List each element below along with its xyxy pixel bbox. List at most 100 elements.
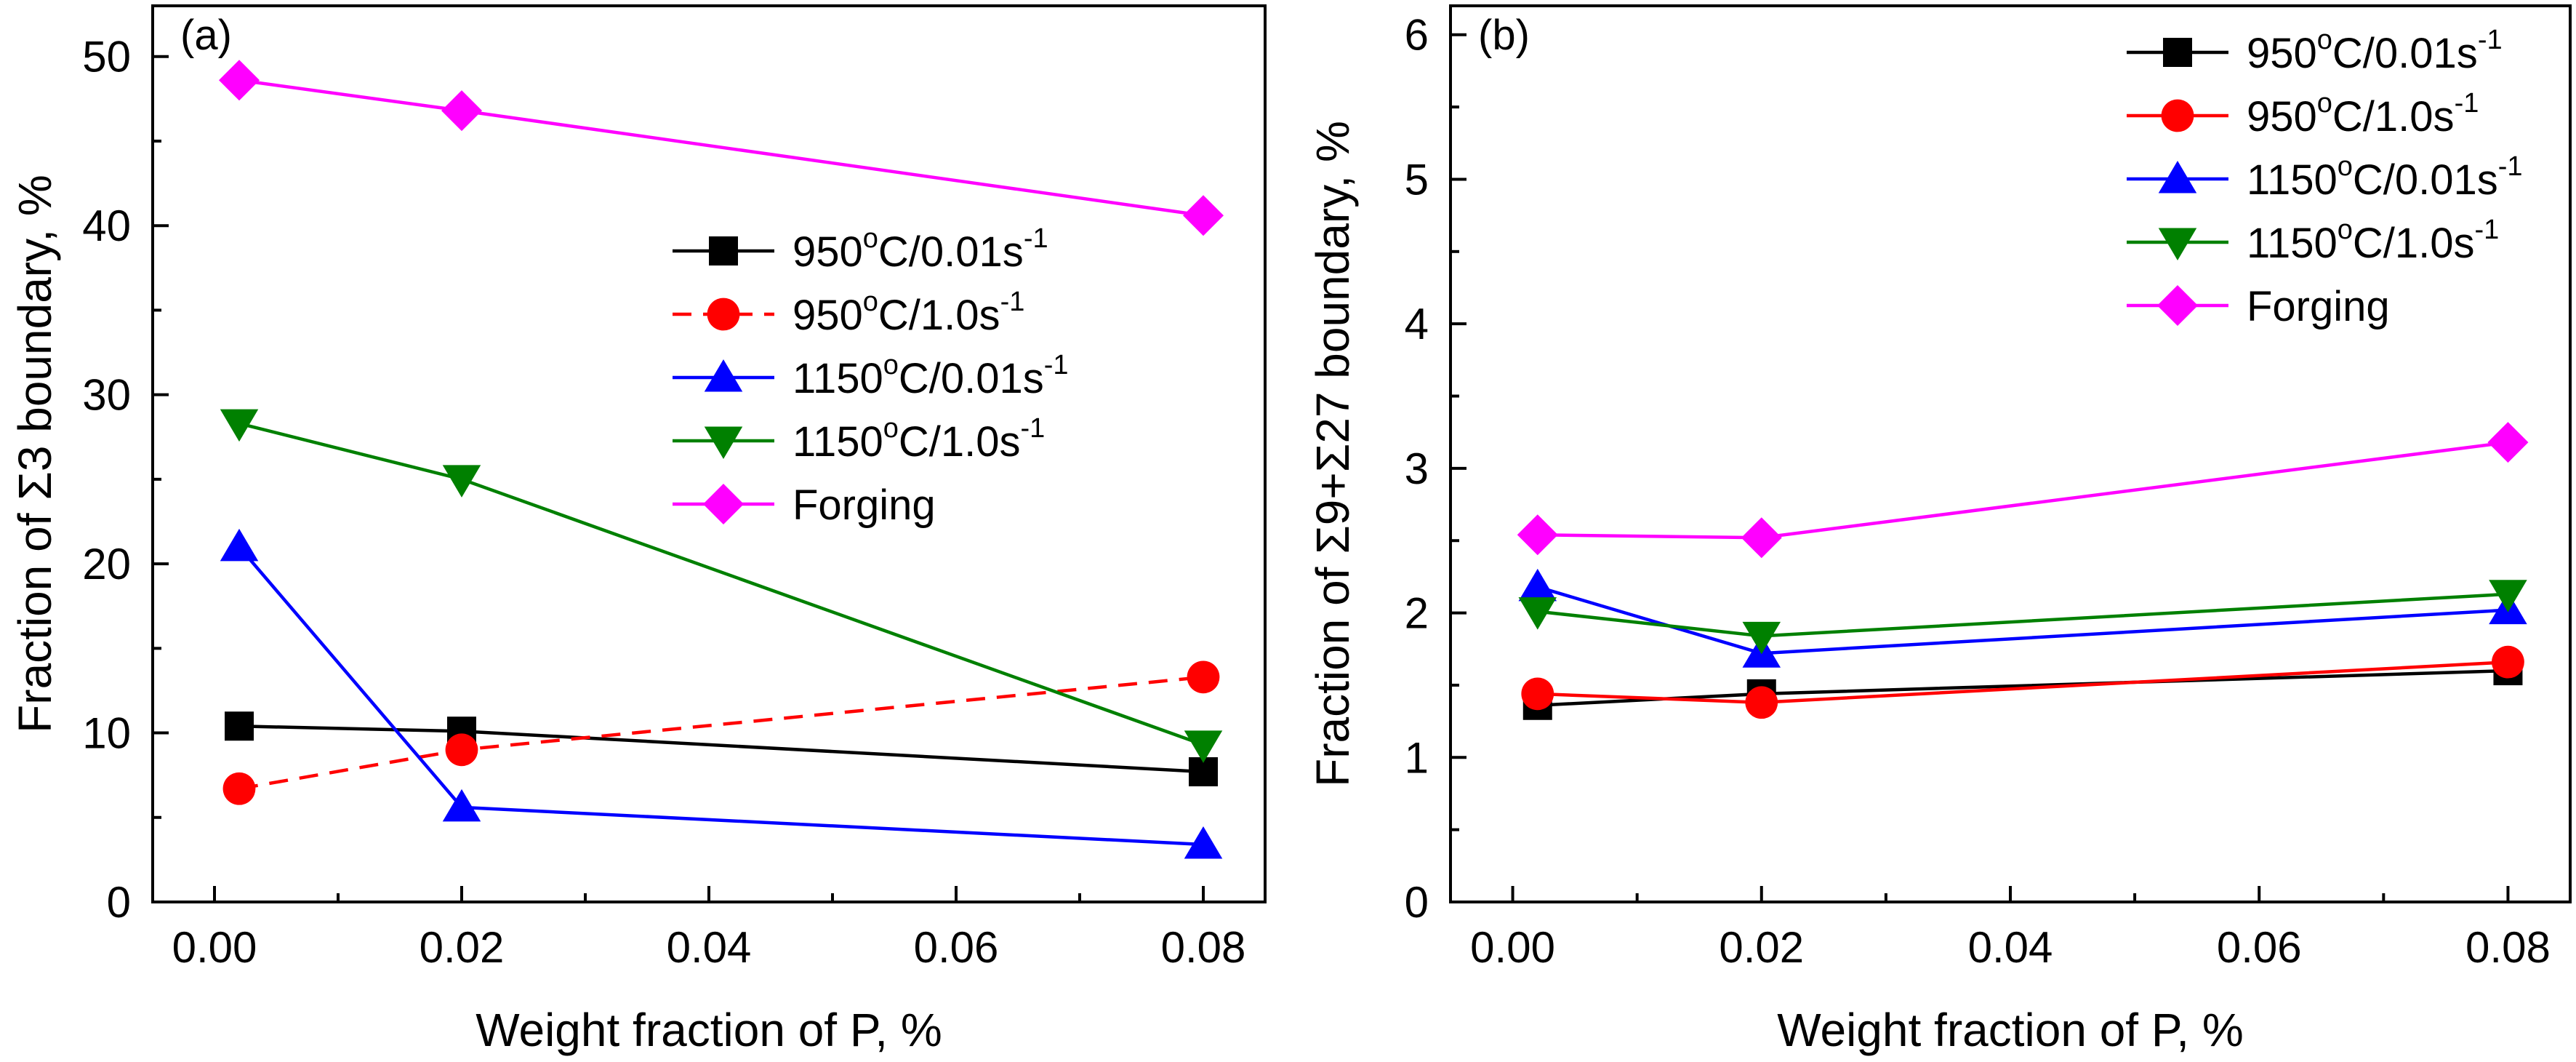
data-point-4-1 [441, 90, 482, 132]
legend-label-exponent: -1 [1021, 413, 1046, 444]
y-axis-label: Fraction of Σ9+Σ27 boundary, % [1307, 121, 1359, 787]
x-tick-label: 0.00 [172, 923, 257, 972]
data-point-2-0 [1518, 568, 1557, 602]
degree-sign: o [883, 350, 899, 380]
y-tick-label: 10 [82, 709, 131, 758]
legend-label-4: Forging [793, 482, 936, 529]
data-point-3-2 [2489, 580, 2527, 612]
legend-marker-1 [707, 298, 740, 331]
x-tick-label: 0.00 [1470, 923, 1555, 972]
degree-sign: o [2338, 215, 2353, 245]
legend-label-value: 1150 [2247, 220, 2338, 267]
degree-sign: o [2338, 151, 2353, 182]
x-tick-label: 0.06 [914, 923, 999, 972]
x-tick-label: 0.08 [2465, 923, 2551, 972]
legend-label-2: 1150oC/0.01s-1 [793, 350, 1069, 402]
y-tick-label: 1 [1405, 733, 1429, 782]
panel-label: (b) [1478, 12, 1530, 59]
x-axis-label: Weight fraction of P, % [1777, 1004, 2244, 1056]
y-axis-label: Fraction of Σ3 boundary, % [9, 175, 61, 733]
legend-marker-0 [709, 236, 738, 266]
legend-label-2: 1150oC/0.01s-1 [2247, 151, 2523, 204]
data-point-0-0 [225, 711, 254, 741]
data-point-2-0 [220, 528, 259, 562]
legend-label-unit: C/1.0s [2353, 220, 2475, 267]
panel-label: (a) [180, 12, 232, 59]
legend-label-value: 950 [2247, 30, 2317, 77]
legend-label-0: 950oC/0.01s-1 [793, 223, 1048, 276]
y-tick-label: 0 [1405, 878, 1429, 927]
x-tick-label: 0.08 [1161, 923, 1246, 972]
legend-label-value: 1150 [793, 355, 883, 402]
x-axis-label: Weight fraction of P, % [476, 1004, 942, 1056]
data-point-2-2 [1184, 826, 1223, 859]
legend-label-3: 1150oC/1.0s-1 [793, 413, 1045, 466]
data-point-3-1 [1742, 621, 1781, 655]
x-tick-label: 0.02 [1719, 923, 1804, 972]
data-point-3-1 [442, 465, 481, 498]
legend-label-value: 950 [793, 228, 863, 276]
y-tick-label: 0 [107, 878, 131, 927]
data-point-4-2 [1183, 195, 1224, 236]
legend-label-unit: C/0.01s [899, 355, 1044, 402]
legend-label-exponent: -1 [2478, 25, 2503, 55]
legend-marker-4 [703, 484, 744, 524]
data-point-3-0 [220, 409, 259, 442]
legend-label-value: 1150 [793, 418, 883, 466]
legend-marker-4 [2157, 285, 2198, 326]
legend-label-value: Forging [793, 482, 936, 529]
data-point-1-2 [1187, 660, 1220, 694]
data-point-2-1 [442, 788, 481, 822]
x-tick-label: 0.06 [2217, 923, 2302, 972]
degree-sign: o [863, 287, 878, 317]
legend-label-exponent: -1 [2455, 88, 2479, 119]
chart-panel-a: 0.00 0.02 0.04 0.06 0.08 0 10 20 30 40 50 Weight fr… [9, 4, 1267, 1056]
y-tick-label: 3 [1405, 444, 1429, 493]
y-tick-label: 40 [82, 201, 131, 250]
legend-label-value: 950 [793, 292, 863, 339]
y-tick-label: 30 [82, 371, 131, 420]
legend-marker-2 [704, 359, 743, 392]
legend-label-value: 950 [2247, 93, 2317, 140]
degree-sign: o [2317, 25, 2332, 55]
legend-label-exponent: -1 [2475, 215, 2500, 245]
legend-marker-3 [704, 426, 743, 459]
degree-sign: o [883, 413, 899, 444]
legend: 950oC/0.01s-1950oC/1.0s-11150oC/0.01s-11… [2127, 25, 2523, 330]
degree-sign: o [863, 223, 878, 254]
x-tick-label: 0.04 [1968, 923, 2053, 972]
legend-label-exponent: -1 [1024, 223, 1048, 254]
legend-label-exponent: -1 [1044, 350, 1069, 380]
series-line-4 [238, 79, 1204, 217]
legend-marker-2 [2158, 161, 2197, 193]
x-tick-label: 0.04 [667, 923, 752, 972]
chart-panel-b: 0.00 0.02 0.04 0.06 0.08 0 1 2 3 4 5 6 Weight fracti… [1307, 4, 2572, 1056]
series-line-3 [238, 421, 1204, 746]
y-tick-label: 5 [1405, 155, 1429, 204]
data-point-4-1 [1741, 517, 1782, 559]
series-line-2 [238, 546, 1204, 847]
legend-label-unit: C/0.01s [2353, 156, 2498, 204]
y-tick-label: 2 [1405, 589, 1429, 638]
legend-label-unit: C/0.01s [878, 228, 1024, 276]
data-point-1-1 [445, 733, 478, 767]
legend-label-exponent: -1 [1000, 287, 1025, 317]
legend-marker-1 [2161, 99, 2194, 132]
legend-label-unit: C/1.0s [2332, 93, 2455, 140]
legend-label-0: 950oC/0.01s-1 [2247, 25, 2503, 77]
data-point-4-0 [1517, 514, 1558, 556]
data-point-4-2 [2487, 422, 2529, 463]
legend-label-1: 950oC/1.0s-1 [2247, 88, 2479, 140]
data-point-3-0 [1518, 597, 1557, 630]
data-point-4-0 [219, 60, 260, 101]
data-point-1-0 [222, 772, 256, 805]
x-tick-label: 0.02 [420, 923, 505, 972]
legend-label-unit: C/0.01s [2332, 30, 2478, 77]
legend-label-3: 1150oC/1.0s-1 [2247, 215, 2499, 267]
legend-label-unit: C/1.0s [878, 292, 1000, 339]
legend-marker-3 [2158, 228, 2197, 260]
legend-label-unit: C/1.0s [899, 418, 1021, 466]
legend-label-value: Forging [2247, 283, 2390, 330]
data-point-1-1 [1745, 686, 1778, 719]
